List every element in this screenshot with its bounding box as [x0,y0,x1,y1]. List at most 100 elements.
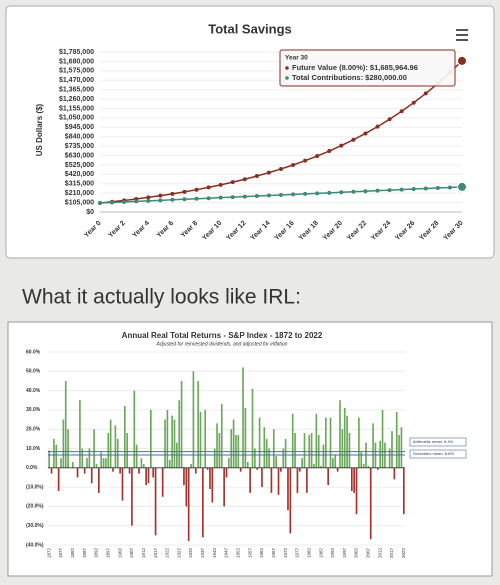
x-tick-label: 1982 [306,548,311,559]
point [170,197,175,202]
reference-label: Arithmetic mean: 8.4% [413,439,454,444]
x-tick-label: 1957 [247,548,252,559]
bar [246,462,249,468]
x-tick-label: 1962 [259,548,264,559]
point [363,189,368,194]
bar [166,409,169,468]
y-tick-label: 60.0% [26,349,41,355]
bar [140,458,143,468]
point [411,100,416,105]
bar [268,448,270,468]
x-tick-label: 1877 [58,548,63,559]
point [303,191,308,196]
y-tick-label: $1,050,000 [59,115,94,122]
y-tick-label: $1,365,000 [59,86,94,93]
menu-icon[interactable] [456,29,468,41]
bar [332,458,334,468]
point [315,154,320,159]
bar [296,467,299,493]
bar [152,467,155,478]
point [363,131,368,136]
x-tick-label: 2002 [354,548,359,559]
point [266,193,271,198]
point [423,91,428,96]
bar [114,425,117,468]
bar [343,407,346,468]
x-tick-label: 1947 [224,548,229,559]
point [303,158,308,163]
point [327,190,332,195]
point [122,199,127,204]
bar [301,458,303,468]
bar [341,429,344,468]
bar [232,419,235,468]
x-tick-label: 1942 [212,548,217,559]
tooltip-bullet [285,76,289,80]
bar [81,448,84,468]
bar [199,411,202,468]
y-tick-label: $1,575,000 [59,68,94,75]
x-tick-label: 1992 [330,548,335,559]
bar [400,427,403,468]
point [315,191,320,196]
y-axis-title: US Dollars ($) [35,103,44,156]
bar [270,467,273,493]
point [423,186,428,191]
point [387,117,392,122]
bar [244,407,247,468]
point [158,198,163,203]
bar [263,427,266,468]
bar [329,417,332,468]
bar [211,467,214,503]
chart-title: Annual Real Total Returns - S&P Index - … [122,331,323,340]
point [266,170,271,175]
y-tick-label: 20.0% [26,427,41,433]
y-tick-label: 50.0% [26,369,41,375]
y-tick-label: $840,000 [65,134,94,141]
point [399,109,404,114]
bar [280,467,282,472]
bar [265,438,268,468]
x-tick-label: 1872 [46,548,51,559]
y-tick-label: $315,000 [65,181,94,188]
bar [79,400,81,468]
x-tick-label: 1972 [283,548,288,559]
x-tick-label: 1907 [129,548,134,559]
point [339,143,344,148]
bar [168,460,171,468]
bar [147,467,150,484]
point [146,198,151,203]
bar [275,456,277,468]
bar [164,419,166,468]
point [435,185,440,190]
bar [324,417,327,468]
x-tick-label: 1917 [153,548,158,559]
point [375,188,380,193]
point [375,124,380,129]
y-tick-label: (10.0%) [26,484,44,490]
bar [362,463,365,468]
bar [216,423,218,468]
point [182,197,187,202]
bar [381,409,384,468]
bar [376,467,379,470]
x-tick-label: 1927 [176,548,181,559]
bar [353,467,355,493]
bar [315,413,318,468]
bar [242,367,244,468]
y-tick-label: $420,000 [65,171,94,178]
x-tick-label: 1912 [141,548,146,559]
bar [228,458,230,468]
bar [294,433,296,468]
bar [379,440,382,468]
y-tick-label: 30.0% [26,407,41,413]
bar [100,452,103,468]
point [218,195,223,200]
point [399,187,404,192]
bar [67,429,69,468]
bar [71,462,74,468]
y-tick-label: $945,000 [65,124,94,131]
bar [254,448,256,468]
bar [142,463,145,468]
bar [223,467,225,507]
